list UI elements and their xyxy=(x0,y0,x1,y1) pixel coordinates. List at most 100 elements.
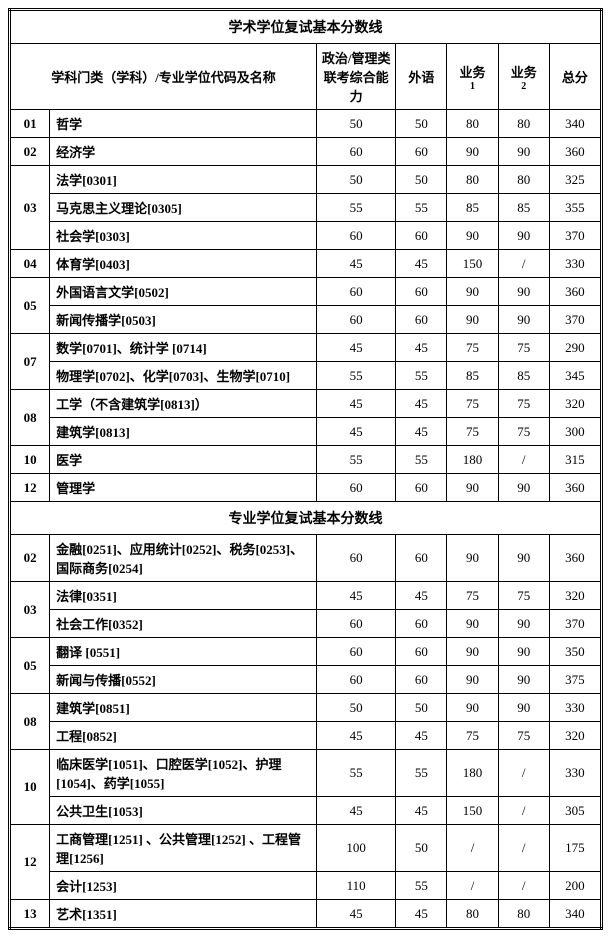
table-row: 12工商管理[1251] 、公共管理[1252] 、工程管理[1256]1005… xyxy=(10,825,602,872)
row-foreign: 55 xyxy=(396,446,447,474)
row-foreign: 60 xyxy=(396,638,447,666)
row-foreign: 60 xyxy=(396,610,447,638)
row-sub1: 75 xyxy=(447,390,498,418)
table-row: 08建筑学[0851]50509090330 xyxy=(10,694,602,722)
row-politics: 55 xyxy=(317,362,396,390)
row-total: 305 xyxy=(549,797,601,825)
row-code: 07 xyxy=(10,334,50,390)
row-code: 10 xyxy=(10,750,50,825)
row-code: 03 xyxy=(10,582,50,638)
row-sub2: 75 xyxy=(498,582,549,610)
row-foreign: 60 xyxy=(396,138,447,166)
academic-title: 学术学位复试基本分数线 xyxy=(10,10,602,44)
row-foreign: 60 xyxy=(396,278,447,306)
table-row: 02金融[0251]、应用统计[0252]、税务[0253]、国际商务[0254… xyxy=(10,535,602,582)
row-total: 315 xyxy=(549,446,601,474)
row-name: 外国语言文学[0502] xyxy=(50,278,317,306)
row-politics: 60 xyxy=(317,138,396,166)
row-politics: 100 xyxy=(317,825,396,872)
table-row: 03法律[0351]45457575320 xyxy=(10,582,602,610)
row-code: 02 xyxy=(10,535,50,582)
row-sub1: 150 xyxy=(447,797,498,825)
row-politics: 50 xyxy=(317,166,396,194)
row-foreign: 45 xyxy=(396,582,447,610)
table-row: 10医学5555180/315 xyxy=(10,446,602,474)
row-total: 330 xyxy=(549,694,601,722)
row-sub2: / xyxy=(498,797,549,825)
row-politics: 55 xyxy=(317,194,396,222)
table-row: 新闻与传播[0552]60609090375 xyxy=(10,666,602,694)
row-total: 360 xyxy=(549,278,601,306)
row-total: 340 xyxy=(549,900,601,929)
row-total: 370 xyxy=(549,306,601,334)
row-sub1: 85 xyxy=(447,362,498,390)
row-politics: 55 xyxy=(317,446,396,474)
table-row: 03法学[0301]50508080325 xyxy=(10,166,602,194)
row-politics: 60 xyxy=(317,666,396,694)
row-politics: 50 xyxy=(317,694,396,722)
professional-title-row: 专业学位复试基本分数线 xyxy=(10,502,602,535)
row-name: 金融[0251]、应用统计[0252]、税务[0253]、国际商务[0254] xyxy=(50,535,317,582)
table-row: 建筑学[0813]45457575300 xyxy=(10,418,602,446)
row-foreign: 50 xyxy=(396,110,447,138)
table-row: 会计[1253]11055//200 xyxy=(10,872,602,900)
row-sub2: 90 xyxy=(498,638,549,666)
row-code: 04 xyxy=(10,250,50,278)
row-sub1: 90 xyxy=(447,610,498,638)
row-foreign: 50 xyxy=(396,825,447,872)
row-sub2: 90 xyxy=(498,694,549,722)
row-politics: 60 xyxy=(317,222,396,250)
header-subject1: 业务1 xyxy=(447,44,498,110)
header-category: 学科门类（学科）/专业学位代码及名称 xyxy=(10,44,317,110)
row-sub1: 180 xyxy=(447,446,498,474)
row-name: 公共卫生[1053] xyxy=(50,797,317,825)
row-sub2: / xyxy=(498,446,549,474)
row-sub2: 75 xyxy=(498,722,549,750)
row-sub1: / xyxy=(447,825,498,872)
header-politics: 政治/管理类联考综合能力 xyxy=(317,44,396,110)
row-name: 医学 xyxy=(50,446,317,474)
row-sub1: 85 xyxy=(447,194,498,222)
row-sub2: 75 xyxy=(498,390,549,418)
row-sub2: 90 xyxy=(498,138,549,166)
row-name: 工程[0852] xyxy=(50,722,317,750)
row-politics: 45 xyxy=(317,722,396,750)
row-sub2: 75 xyxy=(498,418,549,446)
row-sub1: 90 xyxy=(447,306,498,334)
row-name: 艺术[1351] xyxy=(50,900,317,929)
row-total: 325 xyxy=(549,166,601,194)
row-name: 数学[0701]、统计学 [0714] xyxy=(50,334,317,362)
row-name: 马克思主义理论[0305] xyxy=(50,194,317,222)
row-sub1: 75 xyxy=(447,334,498,362)
table-row: 02经济学60609090360 xyxy=(10,138,602,166)
table-row: 01哲学50508080340 xyxy=(10,110,602,138)
row-foreign: 45 xyxy=(396,900,447,929)
table-row: 物理学[0702]、化学[0703]、生物学[0710]55558585345 xyxy=(10,362,602,390)
row-code: 12 xyxy=(10,474,50,502)
row-politics: 50 xyxy=(317,110,396,138)
row-total: 375 xyxy=(549,666,601,694)
row-total: 370 xyxy=(549,610,601,638)
row-total: 345 xyxy=(549,362,601,390)
row-sub2: 85 xyxy=(498,194,549,222)
row-name: 翻译 [0551] xyxy=(50,638,317,666)
header-subject1a: 业务 xyxy=(451,62,493,81)
row-foreign: 45 xyxy=(396,250,447,278)
row-total: 355 xyxy=(549,194,601,222)
row-name: 管理学 xyxy=(50,474,317,502)
row-politics: 45 xyxy=(317,797,396,825)
row-foreign: 55 xyxy=(396,362,447,390)
row-total: 300 xyxy=(549,418,601,446)
header-subject1b: 1 xyxy=(451,81,493,92)
row-name: 社会工作[0352] xyxy=(50,610,317,638)
row-sub1: 80 xyxy=(447,110,498,138)
row-name: 社会学[0303] xyxy=(50,222,317,250)
row-total: 290 xyxy=(549,334,601,362)
table-row: 04体育学[0403]4545150/330 xyxy=(10,250,602,278)
row-sub2: 90 xyxy=(498,610,549,638)
row-sub2: / xyxy=(498,872,549,900)
header-row: 学科门类（学科）/专业学位代码及名称政治/管理类联考综合能力外语业务1业务2总分 xyxy=(10,44,602,110)
row-code: 05 xyxy=(10,278,50,334)
row-foreign: 55 xyxy=(396,872,447,900)
row-sub1: 80 xyxy=(447,166,498,194)
